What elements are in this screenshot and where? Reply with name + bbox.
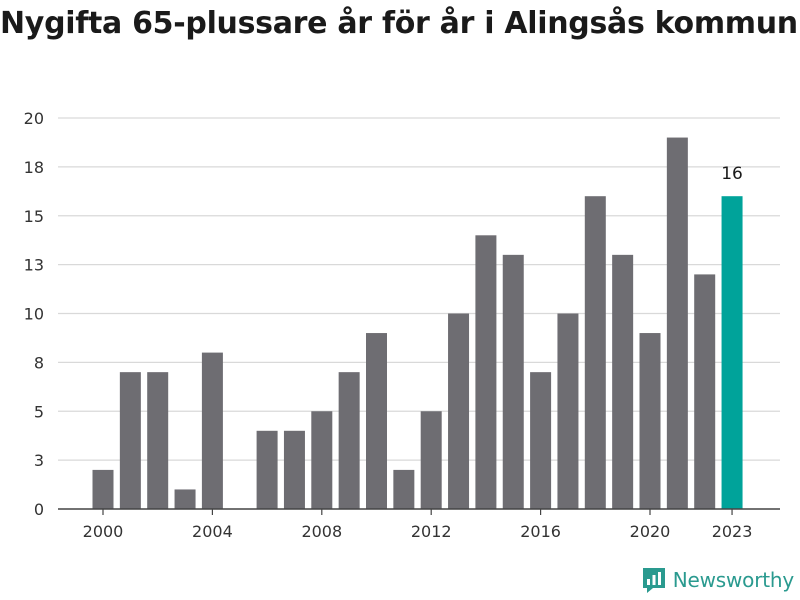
- bar-2002: [147, 372, 169, 509]
- brand[interactable]: Newsworthy: [641, 566, 794, 594]
- bar-2013: [448, 313, 470, 509]
- bar-2023: [721, 196, 743, 509]
- y-tick-label: 0: [34, 500, 44, 519]
- y-tick-label: 5: [34, 402, 44, 421]
- bar-2022: [694, 274, 716, 509]
- y-tick-label: 20: [24, 109, 44, 128]
- y-tick-label: 15: [24, 207, 44, 226]
- bar-2011: [393, 469, 415, 509]
- bar-2009: [338, 372, 360, 509]
- bar-2021: [666, 137, 688, 510]
- highlight-data-label: 16: [721, 164, 743, 184]
- bar-2016: [530, 372, 552, 509]
- bar-2014: [475, 235, 497, 510]
- bar-2000: [92, 469, 114, 509]
- x-tick-label: 2023: [712, 522, 753, 541]
- x-tick-label: 2020: [630, 522, 671, 541]
- y-axis-ticks: 0 3 5 8 10 13 15 18 20: [24, 109, 44, 519]
- bar-2017: [557, 313, 579, 509]
- bar-2007: [283, 430, 305, 509]
- bar-2006: [256, 430, 278, 509]
- y-tick-label: 10: [24, 305, 44, 324]
- bars: [92, 137, 743, 510]
- brand-name: Newsworthy: [672, 568, 794, 592]
- x-tick-label: 2016: [520, 522, 561, 541]
- x-tick-label: 2000: [83, 522, 124, 541]
- x-tick-label: 2012: [411, 522, 452, 541]
- y-tick-label: 13: [24, 256, 44, 275]
- bar-2020: [639, 333, 661, 509]
- newsworthy-logo-icon: [642, 568, 665, 593]
- y-tick-label: 3: [34, 451, 44, 470]
- chart-title: Nygifta 65-plussare år för år i Alingsås…: [0, 6, 798, 41]
- x-axis: 2000 2004 2008 2012 2016 2020 2023: [58, 508, 780, 541]
- bar-2018: [584, 196, 606, 509]
- bar-2012: [420, 411, 442, 509]
- bar-2003: [174, 489, 196, 509]
- grid-lines: [58, 117, 780, 461]
- data-labels: 16: [721, 164, 743, 184]
- bar-2001: [119, 372, 141, 509]
- bar-2010: [366, 333, 387, 509]
- bar-2008: [311, 411, 333, 509]
- bar-2004: [201, 352, 223, 509]
- bar-2019: [612, 254, 634, 509]
- y-tick-label: 18: [24, 158, 44, 177]
- x-tick-label: 2004: [192, 522, 233, 541]
- bar-2015: [502, 254, 524, 509]
- y-tick-label: 8: [34, 353, 44, 372]
- x-tick-label: 2008: [301, 522, 342, 541]
